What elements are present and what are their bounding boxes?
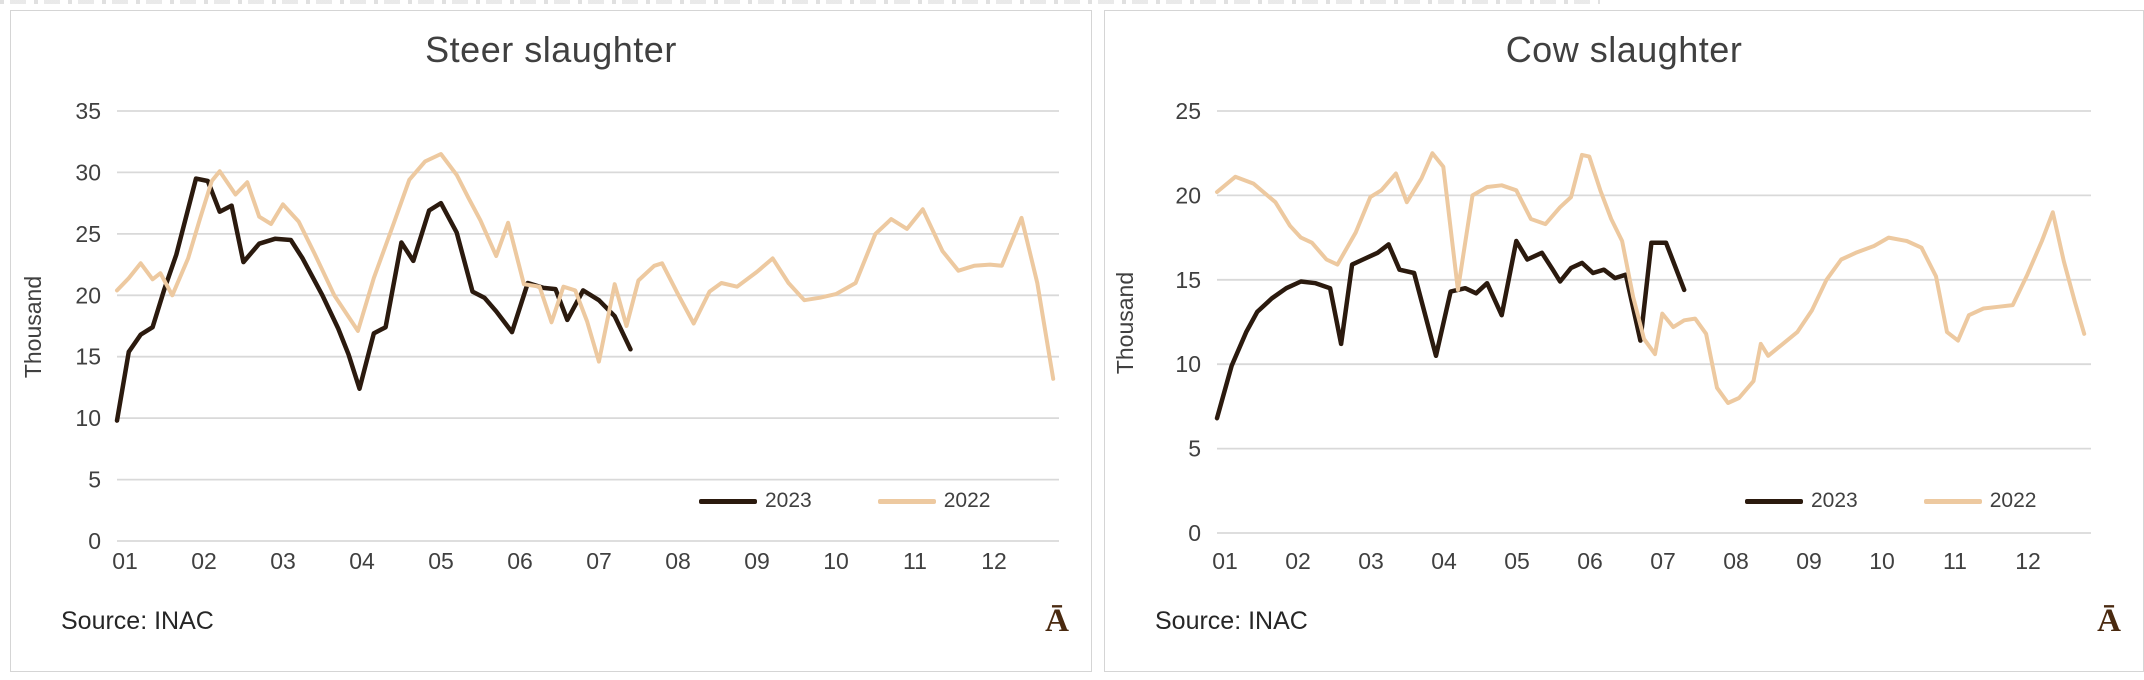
x-tick-label: 06 <box>1577 548 1603 574</box>
x-tick-label: 05 <box>428 548 454 574</box>
y-tick-label: 30 <box>75 159 101 185</box>
y-tick-label: 10 <box>75 405 101 431</box>
x-tick-label: 02 <box>1285 548 1311 574</box>
y-tick-label: 15 <box>1175 267 1201 293</box>
x-tick-label: 07 <box>1650 548 1676 574</box>
legend-swatch-2023 <box>699 498 757 504</box>
y-axis-title: Thousand <box>1112 272 1138 374</box>
x-tick-label: 04 <box>1431 548 1457 574</box>
y-axis-title: Thousand <box>20 276 46 378</box>
y-tick-label: 25 <box>75 221 101 247</box>
chart-panel-cow: Cow slaughter 0 5 10 15 20 25 01 02 03 04 05 06 07 08… <box>1104 10 2144 672</box>
x-tick-label: 03 <box>270 548 296 574</box>
y-tick-label: 0 <box>88 528 101 554</box>
steer-legend: 2023 2022 <box>699 489 990 513</box>
legend-swatch-2022 <box>1923 498 1982 504</box>
x-tick-label: 05 <box>1504 548 1530 574</box>
x-tick-label: 01 <box>1212 548 1238 574</box>
series-line-2023 <box>114 176 633 423</box>
legend-swatch-2023 <box>1745 498 1803 504</box>
y-tick-label: 35 <box>75 98 101 124</box>
x-tick-label: 08 <box>665 548 691 574</box>
x-tick-label: 11 <box>1943 548 1967 574</box>
x-tick-label: 09 <box>1796 548 1822 574</box>
cow-chart-title: Cow slaughter <box>1505 29 1743 70</box>
brand-logo-glyph: Ā <box>2097 603 2121 639</box>
legend-label-2022: 2022 <box>1989 489 2037 512</box>
y-tick-label: 0 <box>1188 520 1201 546</box>
x-tick-label: 02 <box>191 548 217 574</box>
chart-panel-steer: Steer slaughter 0 5 10 15 20 25 30 35 01 02 03 04 05… <box>10 10 1092 672</box>
cow-legend: 2023 2022 <box>1745 489 2036 513</box>
legend-item-2022: 2022 <box>1923 489 2037 513</box>
x-tick-label: 08 <box>1723 548 1749 574</box>
y-tick-label: 20 <box>75 282 101 308</box>
x-tick-label: 10 <box>823 548 849 574</box>
x-tick-label: 12 <box>981 548 1007 574</box>
legend-label-2023: 2023 <box>765 489 812 512</box>
series-line-2023 <box>1214 238 1687 421</box>
legend-swatch-2022 <box>877 498 936 504</box>
y-tick-label: 25 <box>1175 98 1201 124</box>
source-label: Source: INAC <box>61 607 214 635</box>
x-tick-label: 11 <box>903 548 927 574</box>
x-tick-label: 03 <box>1358 548 1384 574</box>
x-tick-label: 12 <box>2015 548 2041 574</box>
x-tick-label: 04 <box>349 548 375 574</box>
source-label: Source: INAC <box>1155 607 1308 635</box>
legend-label-2023: 2023 <box>1811 489 1858 512</box>
y-tick-label: 20 <box>1175 182 1201 208</box>
y-tick-label: 5 <box>88 467 101 493</box>
legend-item-2023: 2023 <box>1745 489 1858 513</box>
x-tick-label: 07 <box>586 548 612 574</box>
legend-item-2023: 2023 <box>699 489 812 513</box>
steer-chart-title: Steer slaughter <box>425 29 677 70</box>
y-tick-label: 5 <box>1188 436 1201 462</box>
x-tick-label: 10 <box>1869 548 1895 574</box>
y-tick-label: 15 <box>75 344 101 370</box>
cropped-text-artifact <box>0 0 1600 4</box>
y-tick-label: 10 <box>1175 351 1201 377</box>
legend-item-2022: 2022 <box>877 489 991 513</box>
x-tick-label: 06 <box>507 548 533 574</box>
x-tick-label: 01 <box>112 548 138 574</box>
x-tick-label: 09 <box>744 548 770 574</box>
legend-label-2022: 2022 <box>943 489 991 512</box>
brand-logo-glyph: Ā <box>1045 603 1069 639</box>
series-line-2022 <box>115 152 1056 381</box>
series-line-2022 <box>1215 151 2087 405</box>
